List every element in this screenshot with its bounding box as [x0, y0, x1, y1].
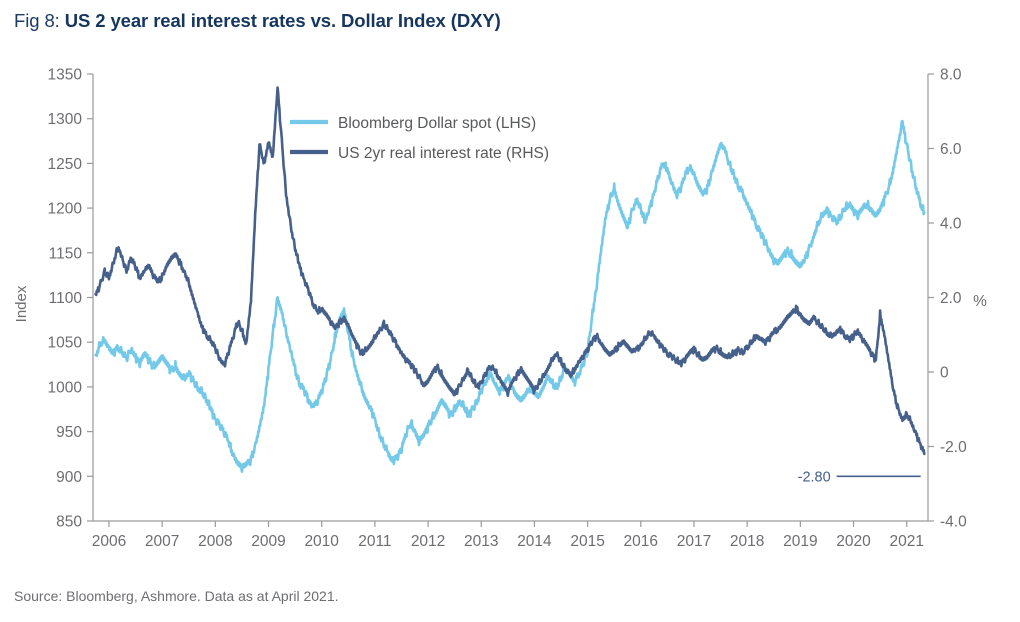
- y-axis-tick-label: 1200: [48, 201, 83, 218]
- y-axis-tick-label: 850: [56, 514, 82, 531]
- chart-tick-labels: 850 900 950 1000 1050 1100 1150 1200 1250 1300 135…: [48, 67, 968, 551]
- chart-legend: Bloomberg Dollar spot (LHS) US 2yr real i…: [290, 115, 549, 162]
- legend-label: Bloomberg Dollar spot (LHS): [338, 115, 536, 132]
- y-axis-tick-label: 1000: [48, 379, 83, 396]
- x-axis-tick-label: 2021: [889, 533, 923, 550]
- y2-axis-tick-label: 6.0: [940, 141, 962, 158]
- chart-axes: [87, 73, 934, 527]
- data-annotation-label: -2.80: [798, 469, 831, 485]
- y-axis-tick-label: 950: [56, 424, 82, 441]
- y-axis-tick-label: 1050: [48, 335, 83, 352]
- y-axis-tick-label: 1350: [48, 67, 83, 84]
- x-axis-tick-label: 2016: [624, 533, 658, 550]
- y2-axis-tick-label: 8.0: [940, 67, 962, 84]
- chart-series-layer: [94, 86, 926, 473]
- page-title: US 2 year real interest rates vs. Dollar…: [64, 10, 501, 31]
- x-axis-tick-label: 2013: [464, 533, 498, 550]
- line-chart: 850 900 950 1000 1050 1100 1150 1200 1250 1300 135…: [13, 67, 987, 551]
- chart-area: 850 900 950 1000 1050 1100 1150 1200 1250 1300 135…: [0, 44, 1020, 564]
- x-axis-tick-label: 2012: [411, 533, 445, 550]
- x-axis-tick-label: 2007: [145, 533, 179, 550]
- x-axis-tick-label: 2010: [304, 533, 339, 550]
- legend-label: US 2yr real interest rate (RHS): [338, 145, 549, 162]
- y-axis-tick-label: 1150: [49, 245, 83, 262]
- source-note: Source: Bloomberg, Ashmore. Data as at A…: [14, 588, 339, 604]
- x-axis-tick-label: 2019: [783, 533, 817, 550]
- chart-annotations: -2.80: [798, 469, 921, 485]
- y-axis-tick-label: 1300: [48, 111, 83, 128]
- right-axis-unit: %: [973, 293, 987, 310]
- x-axis-tick-label: 2006: [92, 533, 126, 550]
- y2-axis-tick-label: 4.0: [940, 216, 962, 233]
- figure-number: Fig 8:: [14, 10, 60, 31]
- y2-axis-tick-label: 0: [940, 365, 949, 382]
- y2-axis-tick-label: -4.0: [940, 514, 967, 531]
- series-line: [94, 119, 926, 473]
- x-axis-tick-label: 2014: [517, 533, 552, 550]
- y-axis-title: Index: [13, 285, 30, 322]
- y-axis-tick-label: 900: [56, 469, 82, 486]
- figure-title: Fig 8: US 2 year real interest rates vs.…: [14, 10, 501, 32]
- x-axis-tick-label: 2018: [730, 533, 764, 550]
- x-axis-tick-label: 2011: [358, 533, 391, 550]
- x-axis-tick-label: 2009: [251, 533, 285, 550]
- series-line: [94, 86, 926, 456]
- x-axis-tick-label: 2020: [836, 533, 871, 550]
- x-axis-tick-label: 2015: [570, 533, 604, 550]
- y-axis-tick-label: 1250: [48, 156, 83, 173]
- x-axis-tick-label: 2017: [677, 533, 711, 550]
- y-axis-tick-label: 1100: [49, 290, 83, 307]
- y2-axis-tick-label: -2.0: [940, 439, 967, 456]
- y2-axis-tick-label: 2.0: [940, 290, 962, 307]
- x-axis-tick-label: 2008: [198, 533, 232, 550]
